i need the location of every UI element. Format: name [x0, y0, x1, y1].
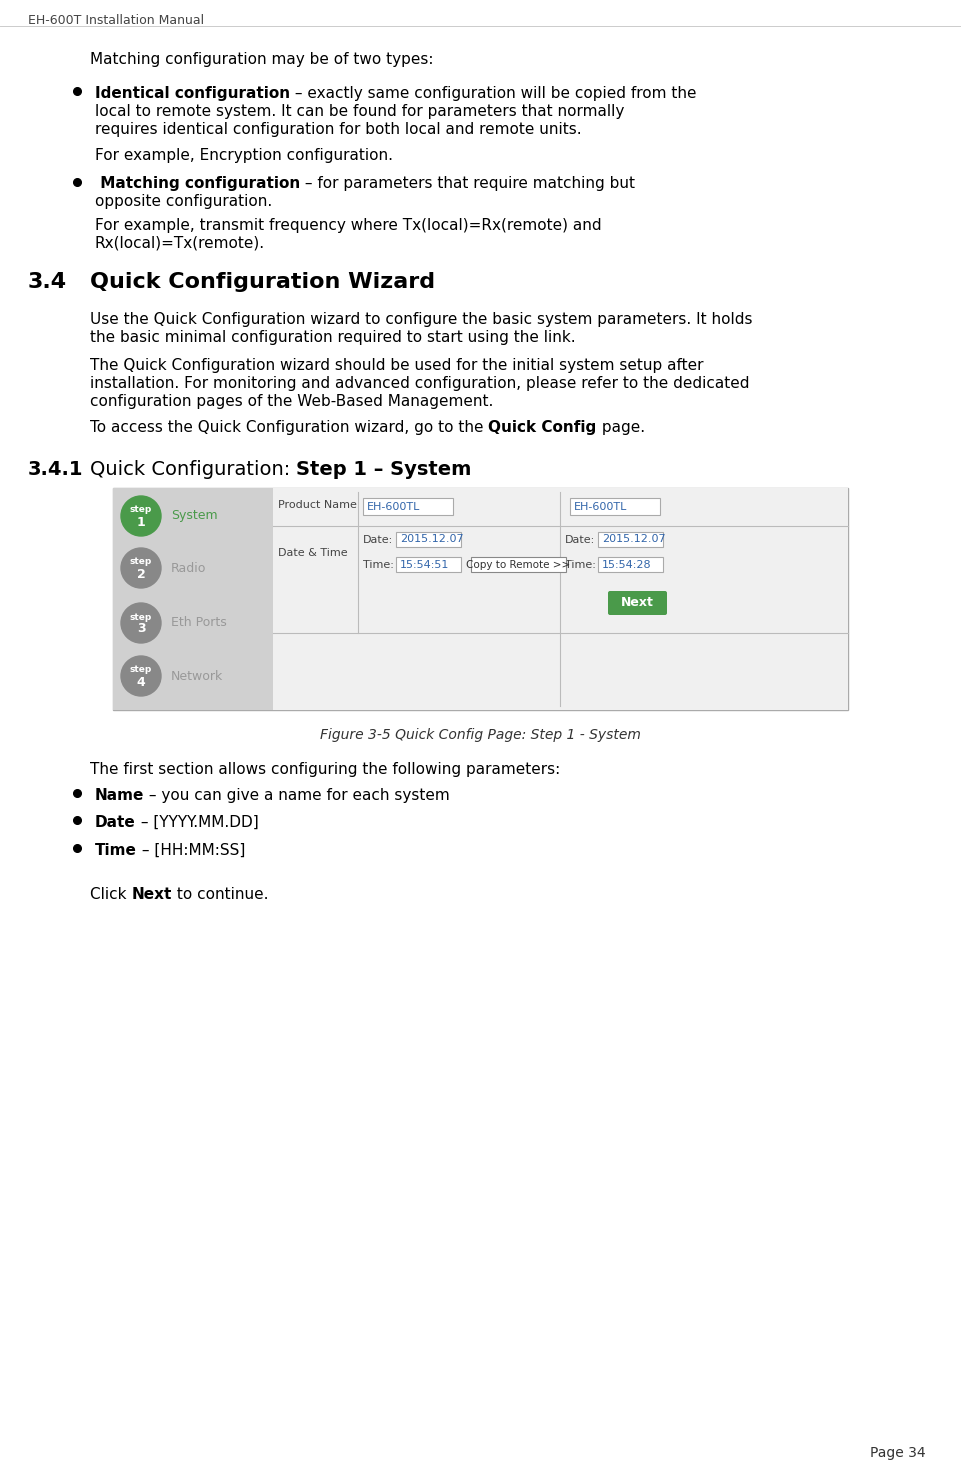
Text: EH-600TL: EH-600TL	[367, 502, 420, 511]
Text: Date: Date	[95, 815, 136, 830]
Text: 2015.12.07: 2015.12.07	[602, 534, 666, 545]
Text: To access the Quick Configuration wizard, go to the: To access the Quick Configuration wizard…	[90, 420, 488, 435]
Text: EH-600T Installation Manual: EH-600T Installation Manual	[28, 15, 204, 26]
Text: requires identical configuration for both local and remote units.: requires identical configuration for bot…	[95, 122, 581, 138]
Text: to continue.: to continue.	[172, 887, 268, 902]
Circle shape	[121, 656, 161, 695]
FancyBboxPatch shape	[396, 531, 461, 548]
FancyBboxPatch shape	[598, 556, 663, 572]
FancyBboxPatch shape	[273, 488, 848, 710]
Text: Time: Time	[95, 843, 136, 858]
Text: Date:: Date:	[363, 534, 393, 545]
Text: 3.4: 3.4	[28, 272, 67, 291]
Text: Identical configuration: Identical configuration	[95, 86, 290, 101]
Text: step: step	[130, 666, 152, 675]
Text: Matching configuration may be of two types:: Matching configuration may be of two typ…	[90, 53, 433, 67]
Text: 4: 4	[136, 675, 145, 688]
Text: 3.4.1: 3.4.1	[28, 460, 84, 479]
Text: Figure 3-5 Quick Config Page: Step 1 - System: Figure 3-5 Quick Config Page: Step 1 - S…	[320, 728, 640, 742]
Text: For example, transmit frequency where Tx(local)=Rx(remote) and: For example, transmit frequency where Tx…	[95, 218, 602, 233]
Text: the basic minimal configuration required to start using the link.: the basic minimal configuration required…	[90, 329, 576, 346]
Text: Date:: Date:	[565, 534, 595, 545]
Text: local to remote system. It can be found for parameters that normally: local to remote system. It can be found …	[95, 104, 625, 119]
Text: Quick Configuration Wizard: Quick Configuration Wizard	[90, 272, 435, 291]
Text: configuration pages of the Web-Based Management.: configuration pages of the Web-Based Man…	[90, 394, 493, 408]
Text: Next: Next	[621, 596, 653, 609]
Text: step: step	[130, 505, 152, 514]
Text: Product Name: Product Name	[278, 501, 357, 509]
Text: installation. For monitoring and advanced configuration, please refer to the ded: installation. For monitoring and advance…	[90, 376, 750, 391]
FancyBboxPatch shape	[598, 531, 663, 548]
Text: 2015.12.07: 2015.12.07	[400, 534, 463, 545]
Text: Network: Network	[171, 669, 223, 682]
Text: EH-600TL: EH-600TL	[574, 502, 628, 511]
Text: The first section allows configuring the following parameters:: The first section allows configuring the…	[90, 761, 560, 777]
Text: Date & Time: Date & Time	[278, 548, 348, 558]
Text: 15:54:51: 15:54:51	[400, 559, 450, 569]
FancyBboxPatch shape	[570, 498, 660, 515]
Text: step: step	[130, 612, 152, 622]
Text: step: step	[130, 558, 152, 567]
Text: Step 1 – System: Step 1 – System	[297, 460, 472, 479]
Text: – exactly same configuration will be copied from the: – exactly same configuration will be cop…	[290, 86, 697, 101]
Text: Click: Click	[90, 887, 132, 902]
Text: For example, Encryption configuration.: For example, Encryption configuration.	[95, 148, 393, 163]
Text: Quick Configuration:: Quick Configuration:	[90, 460, 297, 479]
Text: Time:: Time:	[565, 561, 596, 569]
Text: page.: page.	[597, 420, 645, 435]
Circle shape	[121, 603, 161, 643]
Text: Next: Next	[132, 887, 172, 902]
Text: 1: 1	[136, 515, 145, 529]
Text: 15:54:28: 15:54:28	[602, 559, 652, 569]
FancyBboxPatch shape	[608, 591, 667, 615]
Text: – you can give a name for each system: – you can give a name for each system	[144, 788, 450, 802]
Text: Radio: Radio	[171, 562, 207, 574]
Text: – [YYYY.MM.DD]: – [YYYY.MM.DD]	[136, 815, 259, 830]
Text: – for parameters that require matching but: – for parameters that require matching b…	[300, 176, 635, 190]
Text: Time:: Time:	[363, 561, 394, 569]
Text: The Quick Configuration wizard should be used for the initial system setup after: The Quick Configuration wizard should be…	[90, 359, 703, 373]
FancyBboxPatch shape	[113, 488, 273, 710]
Text: Page 34: Page 34	[870, 1446, 925, 1460]
Text: Name: Name	[95, 788, 144, 802]
FancyBboxPatch shape	[471, 556, 566, 572]
Text: Eth Ports: Eth Ports	[171, 616, 227, 630]
FancyBboxPatch shape	[113, 488, 848, 710]
Text: 2: 2	[136, 568, 145, 581]
FancyBboxPatch shape	[396, 556, 461, 572]
Text: Rx(local)=Tx(remote).: Rx(local)=Tx(remote).	[95, 236, 265, 250]
Text: Copy to Remote >>: Copy to Remote >>	[466, 559, 571, 569]
Text: opposite configuration.: opposite configuration.	[95, 195, 272, 209]
Circle shape	[121, 548, 161, 589]
Text: Use the Quick Configuration wizard to configure the basic system parameters. It : Use the Quick Configuration wizard to co…	[90, 312, 752, 326]
Circle shape	[121, 496, 161, 536]
FancyBboxPatch shape	[363, 498, 453, 515]
Text: Quick Config: Quick Config	[488, 420, 597, 435]
Text: 3: 3	[136, 622, 145, 635]
Text: – [HH:MM:SS]: – [HH:MM:SS]	[136, 843, 245, 858]
Text: System: System	[171, 509, 217, 523]
Text: Matching configuration: Matching configuration	[95, 176, 300, 190]
